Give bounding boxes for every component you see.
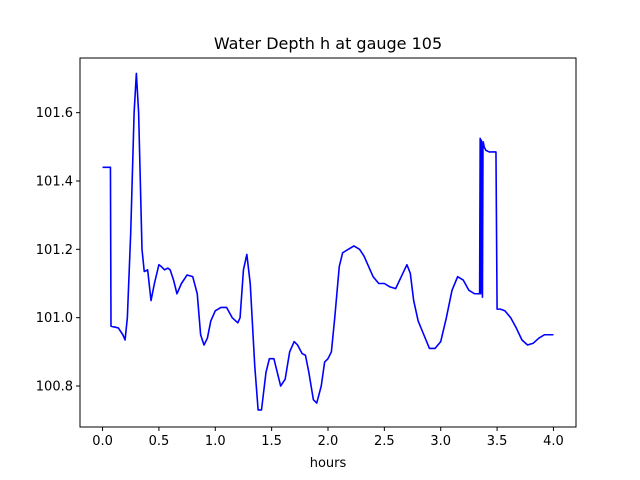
y-tick-label: 101.0 bbox=[36, 311, 73, 326]
y-axis: 100.8 101.0 101.2 101.4 101.6 bbox=[36, 106, 80, 395]
x-axis: 0.0 0.5 1.0 1.5 2.0 2.5 3.0 3.5 4.0 bbox=[92, 427, 564, 449]
x-tick-label: 4.0 bbox=[543, 434, 564, 449]
x-axis-label: hours bbox=[310, 456, 347, 471]
y-tick-label: 101.6 bbox=[36, 106, 73, 121]
series-line-0 bbox=[102, 72, 554, 411]
y-tick-label: 101.2 bbox=[36, 243, 73, 258]
x-tick-label: 3.0 bbox=[430, 434, 451, 449]
plot-frame bbox=[79, 57, 577, 428]
x-tick-label: 0.0 bbox=[92, 434, 113, 449]
x-tick-label: 1.0 bbox=[205, 434, 226, 449]
plot-area bbox=[102, 72, 554, 411]
x-tick-label: 2.0 bbox=[318, 434, 339, 449]
x-tick-label: 2.5 bbox=[374, 434, 395, 449]
x-tick-label: 1.5 bbox=[261, 434, 282, 449]
x-tick-label: 0.5 bbox=[149, 434, 170, 449]
chart-title: Water Depth h at gauge 105 bbox=[214, 34, 442, 53]
y-tick-label: 101.4 bbox=[36, 175, 73, 190]
x-tick-label: 3.5 bbox=[487, 434, 508, 449]
y-tick-label: 100.8 bbox=[36, 380, 73, 395]
